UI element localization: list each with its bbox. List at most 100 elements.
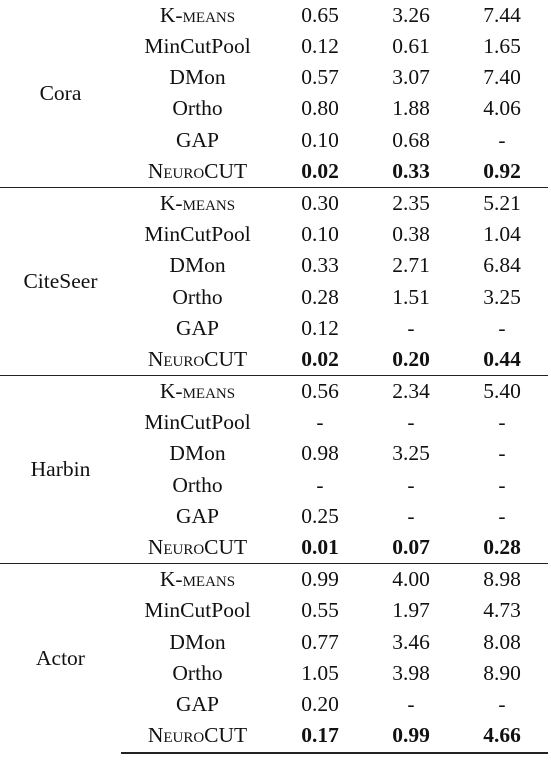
method-name: NeuroCUT <box>147 158 248 183</box>
value-cell: 1.88 <box>392 96 430 121</box>
method-name: Ortho <box>172 660 223 685</box>
value-cell: 0.56 <box>274 375 366 408</box>
table-row: CiteSeer K-means 0.30 2.35 5.21 <box>0 187 548 376</box>
table-row: Ortho 0.80 1.88 4.06 <box>0 94 548 125</box>
value-cell: 5.21 <box>456 187 548 220</box>
method-name: GAP <box>175 127 219 152</box>
value-cell: 3.98 <box>392 660 430 685</box>
value-cell: 0.20 <box>301 691 339 716</box>
dataset-group-cora: Cora K-means 0.65 3.26 7.44 MinCutPool 0… <box>0 0 548 188</box>
value-cell: - <box>498 127 506 152</box>
value-cell: - <box>498 691 506 716</box>
best-value-cell: 0.20 <box>392 346 430 371</box>
table-row: NeuroCUT 0.02 0.20 0.44 <box>0 344 548 376</box>
method-name: Ortho <box>172 472 223 497</box>
best-value-cell: 0.17 <box>274 720 366 754</box>
value-cell: - <box>407 472 415 497</box>
value-cell: 1.04 <box>483 222 521 247</box>
value-cell: 0.80 <box>301 96 339 121</box>
method-name: DMon <box>169 253 226 278</box>
method-name: NeuroCUT <box>147 346 248 371</box>
value-cell: 3.26 <box>392 2 430 27</box>
value-cell: 7.44 <box>483 2 521 27</box>
value-cell: 3.07 <box>392 65 430 90</box>
value-cell: 2.71 <box>392 253 430 278</box>
value-cell: - <box>407 503 415 528</box>
value-cell: 0.10 <box>301 222 339 247</box>
value-cell: 3.46 <box>392 629 430 654</box>
best-value-cell: 0.02 <box>301 158 339 183</box>
best-value-cell: 0.99 <box>366 720 456 754</box>
value-cell: 0.33 <box>301 253 339 278</box>
method-name: GAP <box>175 315 219 340</box>
value-cell: - <box>316 410 324 435</box>
best-value-cell: 0.02 <box>301 346 339 371</box>
table-row: DMon 0.33 2.71 6.84 <box>0 251 548 282</box>
method-name: Ortho <box>172 284 223 309</box>
method-name: DMon <box>169 65 226 90</box>
dataset-group-actor: Actor K-means 0.99 4.00 8.98 MinCutPool … <box>0 563 548 754</box>
value-cell: 0.30 <box>274 187 366 220</box>
value-cell: 1.05 <box>301 660 339 685</box>
best-value-cell: 4.66 <box>456 720 548 754</box>
value-cell: 0.98 <box>301 441 339 466</box>
value-cell: 0.57 <box>301 65 339 90</box>
table-row: MinCutPool 0.12 0.61 1.65 <box>0 31 548 62</box>
value-cell: 8.08 <box>483 629 521 654</box>
dataset-label: CiteSeer <box>0 187 121 376</box>
table-row: Cora K-means 0.65 3.26 7.44 <box>0 0 548 104</box>
value-cell: 3.25 <box>483 284 521 309</box>
table-row: GAP 0.20 - - <box>0 689 548 720</box>
table-row: DMon 0.57 3.07 7.40 <box>0 62 548 93</box>
dataset-label: Cora <box>39 80 82 105</box>
dataset-group-harbin: Harbin K-means 0.56 2.34 5.40 MinCutPool… <box>0 375 548 564</box>
value-cell: - <box>407 410 415 435</box>
value-cell: 0.77 <box>301 629 339 654</box>
value-cell: 5.40 <box>456 375 548 408</box>
table-row: DMon 0.77 3.46 8.08 <box>0 627 548 658</box>
best-value-cell: 0.07 <box>392 535 430 560</box>
table-row: Actor K-means 0.99 4.00 8.98 <box>0 563 548 753</box>
method-name: GAP <box>175 691 219 716</box>
value-cell: 0.68 <box>392 127 430 152</box>
value-cell: 4.73 <box>483 598 521 623</box>
method-name: MinCutPool <box>144 34 251 59</box>
method-name: MinCutPool <box>144 598 251 623</box>
value-cell: 3.25 <box>392 441 430 466</box>
table-row: GAP 0.12 - - <box>0 313 548 344</box>
value-cell: 1.97 <box>392 598 430 623</box>
table-row: Harbin K-means 0.56 2.34 5.40 <box>0 375 548 564</box>
value-cell: - <box>498 472 506 497</box>
value-cell: 1.65 <box>483 34 521 59</box>
method-name: K-means <box>159 2 236 27</box>
table-row: Ortho 0.28 1.51 3.25 <box>0 282 548 313</box>
value-cell: - <box>498 315 506 340</box>
best-value-cell: 0.44 <box>483 346 521 371</box>
value-cell: 0.25 <box>301 503 339 528</box>
table-row: MinCutPool 0.10 0.38 1.04 <box>0 219 548 250</box>
value-cell: 0.12 <box>301 34 339 59</box>
value-cell: 8.90 <box>483 660 521 685</box>
method-name: Ortho <box>172 96 223 121</box>
value-cell: 2.35 <box>366 187 456 220</box>
value-cell: 0.65 <box>301 2 339 27</box>
table-row: GAP 0.10 0.68 - <box>0 125 548 156</box>
method-name: MinCutPool <box>144 410 251 435</box>
table-row: NeuroCUT 0.02 0.33 0.92 <box>0 156 548 188</box>
table-row: MinCutPool - - - <box>0 407 548 438</box>
value-cell: 0.55 <box>301 598 339 623</box>
dataset-label: Actor <box>0 563 121 753</box>
value-cell: 0.28 <box>301 284 339 309</box>
value-cell: 0.61 <box>392 34 430 59</box>
best-value-cell: 0.33 <box>392 158 430 183</box>
method-name: K-means <box>121 375 274 408</box>
best-value-cell: 0.01 <box>301 535 339 560</box>
method-name: GAP <box>175 503 219 528</box>
dataset-group-citeseer: CiteSeer K-means 0.30 2.35 5.21 MinCutPo… <box>0 187 548 376</box>
best-value-cell: 0.28 <box>483 535 521 560</box>
value-cell: 4.00 <box>366 563 456 596</box>
value-cell: 1.51 <box>392 284 430 309</box>
value-cell: - <box>407 691 415 716</box>
value-cell: - <box>498 441 506 466</box>
